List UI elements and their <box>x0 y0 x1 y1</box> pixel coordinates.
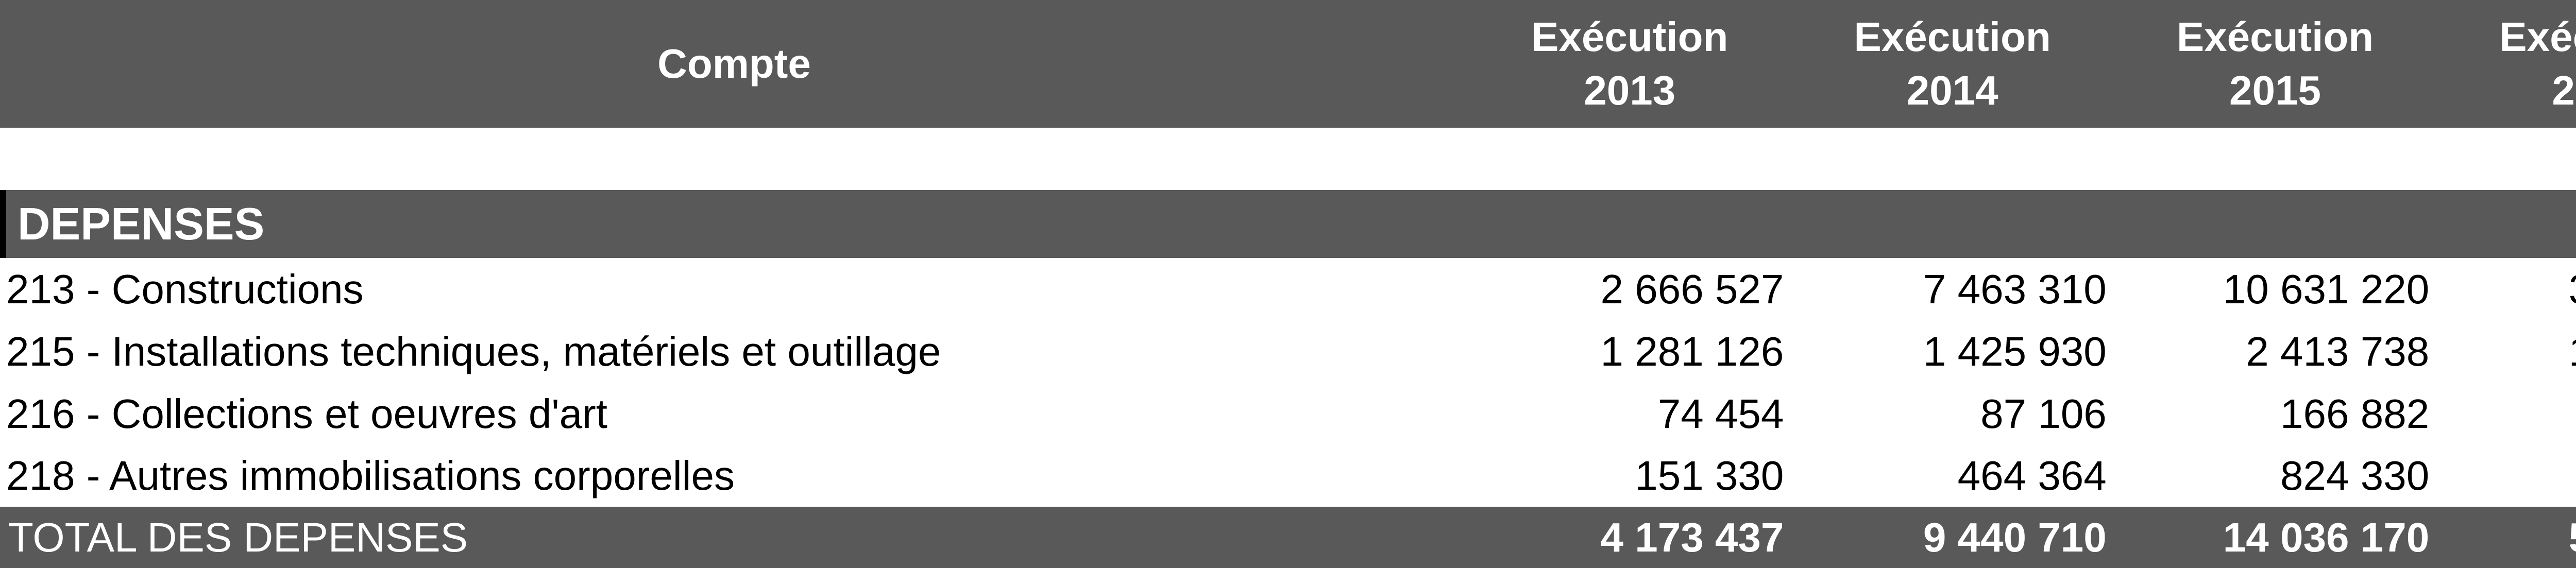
header-execution-label: Exécution <box>2176 14 2374 60</box>
header-compte-label: Compte <box>657 41 811 87</box>
total-value-2013: 4 173 437 <box>1468 507 1791 568</box>
header-cell-execution-2016: Exécution 2016 <box>2436 0 2576 128</box>
total-value-2015: 14 036 170 <box>2113 507 2437 568</box>
row-218-value-2016: 87 234 <box>2436 445 2576 507</box>
total-value-2016: 5 686 140 <box>2436 507 2576 568</box>
section-cell-depenses: DEPENSES <box>0 190 1468 258</box>
row-218-value-2015: 824 330 <box>2280 453 2430 498</box>
header-year-label: 2014 <box>1906 67 1998 113</box>
row-216-label: 216 - Collections et oeuvres d'art <box>6 390 607 437</box>
header-year-label: 2015 <box>2229 67 2321 113</box>
total-row-label: TOTAL DES DEPENSES <box>0 507 1468 568</box>
row-215-value-2013: 1 281 126 <box>1600 328 1784 374</box>
row-216-value-2013: 74 454 <box>1657 390 1784 437</box>
row-215-value-2015: 2 413 738 <box>2246 328 2430 374</box>
section-band-fill <box>1468 190 2576 258</box>
header-cell-compte: Compte <box>0 0 1468 128</box>
row-215-value-2014: 1 425 930 <box>1923 328 2107 374</box>
header-year-label: 2013 <box>1584 67 1676 113</box>
row-215-value-2016: 1 452 860 <box>2436 320 2576 383</box>
row-213-value-2013: 2 666 527 <box>1600 266 1784 312</box>
header-cell-execution-2013: Exécution 2013 <box>1468 0 1791 128</box>
row-216-value-2015: 166 882 <box>2280 390 2430 437</box>
row-213-value-2015: 10 631 220 <box>2223 266 2430 312</box>
header-cell-execution-2014: Exécution 2014 <box>1791 0 2114 128</box>
row-213-value-2016: 3 940 161 <box>2436 258 2576 320</box>
row-218-value-2014: 464 364 <box>1957 453 2107 498</box>
row-213-label: 213 - Constructions <box>6 266 364 312</box>
row-218-value-2013: 151 330 <box>1635 453 1784 498</box>
row-215-label: 215 - Installations techniques, matériel… <box>6 328 941 374</box>
total-value-2014: 9 440 710 <box>1791 507 2114 568</box>
row-218-label: 218 - Autres immobilisations corporelles <box>6 453 735 498</box>
spacer-row <box>0 128 2576 190</box>
section-title: DEPENSES <box>18 198 265 249</box>
header-execution-label: Exécution <box>1854 14 2051 60</box>
row-216-value-2016: 205 884 <box>2436 383 2576 445</box>
header-year-label: 2016 <box>2552 67 2576 113</box>
row-216-value-2014: 87 106 <box>1980 390 2107 437</box>
header-execution-label: Exécution <box>2499 14 2576 60</box>
header-cell-execution-2015: Exécution 2015 <box>2113 0 2437 128</box>
header-execution-label: Exécution <box>1531 14 1728 60</box>
row-213-value-2014: 7 463 310 <box>1923 266 2107 312</box>
